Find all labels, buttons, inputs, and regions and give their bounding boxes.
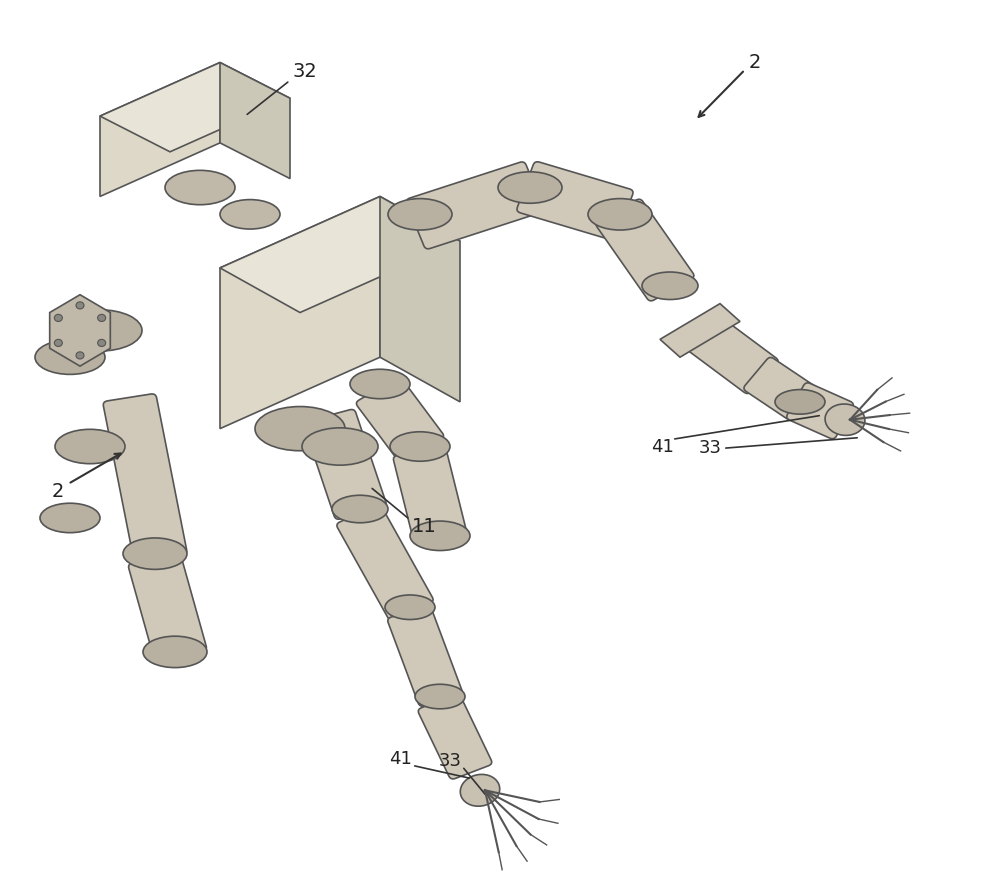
Ellipse shape bbox=[775, 389, 825, 414]
Polygon shape bbox=[220, 196, 380, 429]
Circle shape bbox=[98, 339, 106, 346]
Text: 41: 41 bbox=[389, 750, 411, 768]
Ellipse shape bbox=[35, 340, 105, 374]
Polygon shape bbox=[100, 63, 220, 196]
FancyBboxPatch shape bbox=[517, 162, 633, 240]
Ellipse shape bbox=[302, 428, 378, 465]
FancyBboxPatch shape bbox=[787, 383, 853, 438]
FancyBboxPatch shape bbox=[103, 394, 187, 562]
FancyBboxPatch shape bbox=[356, 378, 444, 462]
Ellipse shape bbox=[415, 684, 465, 709]
Ellipse shape bbox=[588, 198, 652, 230]
Text: 33: 33 bbox=[698, 439, 722, 457]
Ellipse shape bbox=[123, 538, 187, 570]
FancyBboxPatch shape bbox=[418, 695, 492, 779]
Text: 2: 2 bbox=[749, 53, 761, 72]
FancyBboxPatch shape bbox=[304, 410, 386, 519]
Circle shape bbox=[76, 302, 84, 309]
FancyBboxPatch shape bbox=[596, 199, 694, 301]
Text: 11: 11 bbox=[412, 517, 436, 537]
Circle shape bbox=[54, 314, 62, 321]
Ellipse shape bbox=[390, 431, 450, 461]
FancyBboxPatch shape bbox=[337, 505, 433, 620]
Polygon shape bbox=[380, 196, 460, 402]
Circle shape bbox=[98, 314, 106, 321]
Text: 32: 32 bbox=[293, 62, 317, 81]
Ellipse shape bbox=[255, 406, 345, 451]
FancyBboxPatch shape bbox=[682, 312, 778, 394]
FancyBboxPatch shape bbox=[129, 554, 206, 661]
Ellipse shape bbox=[825, 404, 865, 436]
Ellipse shape bbox=[143, 636, 207, 668]
Ellipse shape bbox=[350, 370, 410, 399]
Ellipse shape bbox=[642, 272, 698, 299]
Ellipse shape bbox=[165, 171, 235, 204]
Polygon shape bbox=[100, 63, 290, 152]
Polygon shape bbox=[660, 304, 740, 357]
Text: 2: 2 bbox=[52, 481, 64, 501]
Ellipse shape bbox=[220, 199, 280, 229]
Ellipse shape bbox=[498, 171, 562, 204]
Circle shape bbox=[76, 352, 84, 359]
Ellipse shape bbox=[58, 310, 142, 351]
Ellipse shape bbox=[410, 521, 470, 550]
Polygon shape bbox=[50, 295, 110, 366]
Text: 41: 41 bbox=[651, 438, 673, 455]
Ellipse shape bbox=[388, 198, 452, 230]
FancyBboxPatch shape bbox=[388, 606, 462, 706]
Ellipse shape bbox=[460, 774, 500, 806]
FancyBboxPatch shape bbox=[393, 446, 467, 545]
Text: 33: 33 bbox=[438, 752, 462, 770]
Ellipse shape bbox=[55, 430, 125, 463]
Circle shape bbox=[54, 339, 62, 346]
Ellipse shape bbox=[332, 496, 388, 522]
Ellipse shape bbox=[40, 503, 100, 532]
Polygon shape bbox=[220, 63, 290, 179]
Ellipse shape bbox=[385, 595, 435, 620]
FancyBboxPatch shape bbox=[406, 162, 544, 249]
Polygon shape bbox=[220, 196, 460, 313]
FancyBboxPatch shape bbox=[744, 357, 816, 420]
